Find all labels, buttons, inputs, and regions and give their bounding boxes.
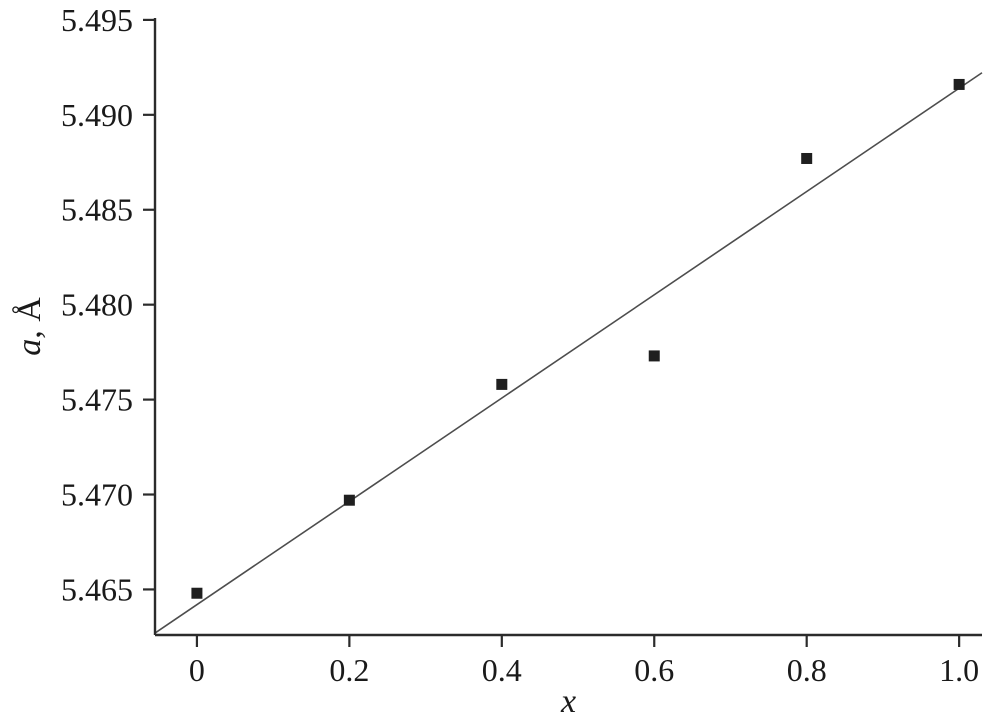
y-axis-label-unit: , Å <box>11 297 48 339</box>
data-point <box>496 378 508 390</box>
y-tick-label: 5.495 <box>61 2 133 38</box>
y-tick-label: 5.480 <box>61 287 133 323</box>
data-point <box>801 152 813 164</box>
data-point <box>648 350 660 362</box>
x-tick-label: 0.6 <box>634 652 674 688</box>
y-tick-label: 5.465 <box>61 571 133 607</box>
x-tick-label: 0.8 <box>787 652 827 688</box>
x-tick-label: 0.4 <box>482 652 522 688</box>
x-tick-label: 1.0 <box>939 652 979 688</box>
y-tick-label: 5.490 <box>61 97 133 133</box>
y-tick-label: 5.475 <box>61 382 133 418</box>
y-tick-label: 5.485 <box>61 192 133 228</box>
x-axis-label: x <box>560 683 576 720</box>
y-axis-label: a, Å <box>11 297 48 356</box>
x-tick-label: 0.2 <box>329 652 369 688</box>
data-point <box>191 587 203 599</box>
x-tick-label: 0 <box>189 652 205 688</box>
y-tick-label: 5.470 <box>61 477 133 513</box>
y-axis-label-variable: a <box>11 339 48 356</box>
data-point <box>343 494 355 506</box>
fit-line <box>154 72 983 634</box>
data-point <box>953 78 965 90</box>
